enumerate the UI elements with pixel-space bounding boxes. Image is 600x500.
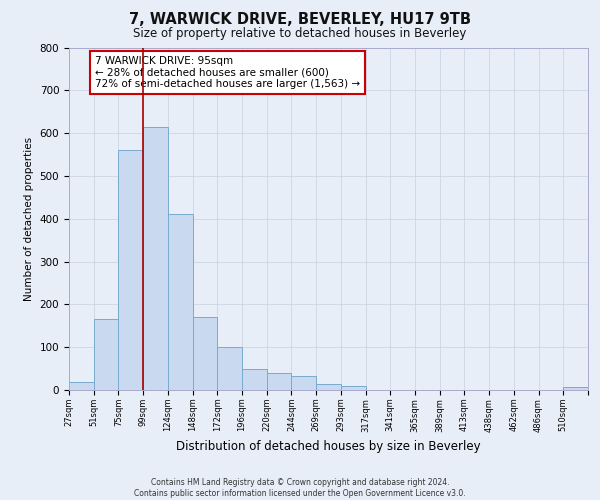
- Text: Size of property relative to detached houses in Beverley: Size of property relative to detached ho…: [133, 28, 467, 40]
- Bar: [217, 347, 242, 390]
- Bar: [94, 320, 118, 390]
- Bar: [292, 376, 316, 390]
- Bar: [69, 382, 94, 390]
- Bar: [316, 384, 341, 390]
- Bar: [267, 373, 292, 390]
- Bar: [341, 386, 365, 390]
- Bar: [168, 214, 193, 390]
- Bar: [118, 150, 143, 390]
- X-axis label: Distribution of detached houses by size in Beverley: Distribution of detached houses by size …: [176, 440, 481, 453]
- Bar: [193, 317, 217, 390]
- Bar: [242, 368, 267, 390]
- Bar: [143, 126, 168, 390]
- Y-axis label: Number of detached properties: Number of detached properties: [24, 136, 34, 301]
- Text: 7, WARWICK DRIVE, BEVERLEY, HU17 9TB: 7, WARWICK DRIVE, BEVERLEY, HU17 9TB: [129, 12, 471, 28]
- Text: Contains HM Land Registry data © Crown copyright and database right 2024.
Contai: Contains HM Land Registry data © Crown c…: [134, 478, 466, 498]
- Bar: [563, 386, 588, 390]
- Text: 7 WARWICK DRIVE: 95sqm
← 28% of detached houses are smaller (600)
72% of semi-de: 7 WARWICK DRIVE: 95sqm ← 28% of detached…: [95, 56, 360, 90]
